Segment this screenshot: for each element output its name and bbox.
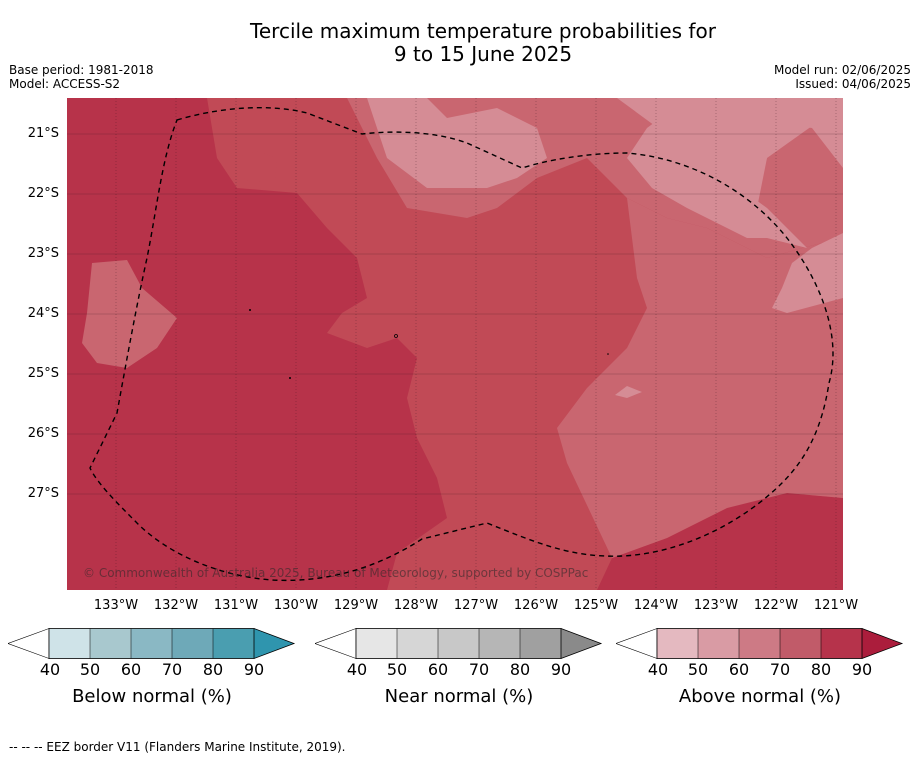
lat-label: 23°S — [27, 246, 59, 261]
lat-label: 25°S — [27, 366, 59, 381]
colorbar-above-cell — [739, 628, 780, 659]
lon-label: 132°W — [153, 598, 199, 613]
eez-border — [89, 107, 834, 582]
colorbar-below — [8, 628, 296, 660]
colorbar-near-tick: 40 — [346, 660, 368, 679]
lat-label: 26°S — [27, 426, 59, 441]
lon-grid — [115, 98, 837, 590]
eez-footnote: -- -- -- EEZ border V11 (Flanders Marine… — [9, 740, 346, 754]
colorbar-below-tick: 80 — [202, 660, 224, 679]
colorbar-below-cell — [213, 628, 254, 659]
colorbar-near-cap — [561, 628, 601, 659]
map-region-50-60-east — [772, 233, 843, 313]
colorbar-near-tick: 80 — [509, 660, 531, 679]
island-mark — [249, 309, 251, 311]
island-mark — [289, 377, 291, 379]
colorbar-below-tick: 90 — [243, 660, 265, 679]
map-region-80-90-lower — [597, 493, 843, 590]
colorbar-near-cell — [438, 628, 479, 659]
colorbar-below-tick: 70 — [161, 660, 183, 679]
map-canvas — [67, 98, 843, 590]
copyright-notice: © Commonwealth of Australia 2025, Bureau… — [83, 566, 589, 580]
colorbar-above — [616, 628, 904, 660]
lon-label: 127°W — [453, 598, 499, 613]
lon-label: 121°W — [813, 598, 859, 613]
colorbar-below-cell — [172, 628, 213, 659]
colorbar-below-tick: 40 — [39, 660, 61, 679]
lon-label: 124°W — [633, 598, 679, 613]
colorbar-above-cap — [862, 628, 902, 659]
colorbar-above-cell — [657, 628, 698, 659]
lon-label: 131°W — [213, 598, 259, 613]
map-region-50-60-upper-middle — [367, 98, 547, 188]
lat-label: 24°S — [27, 306, 59, 321]
colorbar-near-cell — [397, 628, 438, 659]
colorbar-near-tick: 60 — [427, 660, 449, 679]
island-mark — [394, 334, 398, 338]
title-line-2: 9 to 15 June 2025 — [393, 42, 573, 66]
colorbar-near-cell — [479, 628, 520, 659]
lat-label: 22°S — [27, 186, 59, 201]
model-name: Model: ACCESS-S2 — [9, 77, 121, 91]
colorbar-near-tick: 90 — [550, 660, 572, 679]
colorbar-above-tick: 60 — [728, 660, 750, 679]
lon-label: 123°W — [693, 598, 739, 613]
map-region-70-80-blob — [235, 151, 277, 183]
meta-right: Model run: 02/06/2025 Issued: 04/06/2025 — [774, 63, 911, 91]
map-region-50-60-ridge — [627, 98, 843, 238]
probability-map — [67, 98, 843, 590]
map-region-60-70-west — [82, 260, 177, 368]
colorbar-below-tick: 60 — [120, 660, 142, 679]
model-run: Model run: 02/06/2025 — [773, 63, 911, 77]
lon-label: 126°W — [513, 598, 559, 613]
colorbar-near-tick: 70 — [468, 660, 490, 679]
map-region-50-60-patch — [615, 386, 642, 398]
lat-grid — [67, 133, 843, 495]
colorbar-above-tick: 40 — [647, 660, 669, 679]
colorbar-below-cap — [254, 628, 294, 659]
map-title: Tercile maximum temperature probabilitie… — [0, 20, 919, 66]
title-line-1: Tercile maximum temperature probabilitie… — [250, 19, 716, 43]
lat-label: 27°S — [27, 486, 59, 501]
base-period: Base period: 1981-2018 — [9, 63, 154, 77]
issued-date: Issued: 04/06/2025 — [795, 77, 911, 91]
colorbar-above-tick: 90 — [851, 660, 873, 679]
colorbar-above-tick: 80 — [810, 660, 832, 679]
lon-label: 129°W — [333, 598, 379, 613]
lon-label: 130°W — [273, 598, 319, 613]
map-region-80-90 — [67, 98, 447, 590]
colorbar-near-label: Near normal (%) — [384, 686, 534, 707]
colorbar-below-cell — [49, 628, 90, 659]
meta-left: Base period: 1981-2018 Model: ACCESS-S2 — [9, 63, 154, 91]
colorbar-near-cell — [356, 628, 397, 659]
colorbar-near-cell — [520, 628, 561, 659]
lon-label: 133°W — [93, 598, 139, 613]
colorbar-above-cell — [821, 628, 862, 659]
lon-label: 125°W — [573, 598, 619, 613]
colorbar-below-label: Below normal (%) — [72, 686, 232, 707]
colorbar-near — [315, 628, 603, 660]
colorbar-below-tick: 50 — [79, 660, 101, 679]
colorbar-below-cell — [90, 628, 131, 659]
colorbar-above-label: Above normal (%) — [678, 686, 842, 707]
colorbar-above-cell — [698, 628, 739, 659]
lat-label: 21°S — [27, 126, 59, 141]
colorbar-above-tick: 70 — [769, 660, 791, 679]
lon-label: 122°W — [753, 598, 799, 613]
colorbar-near-tick: 50 — [386, 660, 408, 679]
lon-label: 128°W — [393, 598, 439, 613]
colorbar-above-cell — [780, 628, 821, 659]
map-region-60-70-east — [557, 198, 843, 558]
colorbar-above-tick: 50 — [687, 660, 709, 679]
colorbar-below-cell — [131, 628, 172, 659]
island-mark — [607, 353, 609, 355]
